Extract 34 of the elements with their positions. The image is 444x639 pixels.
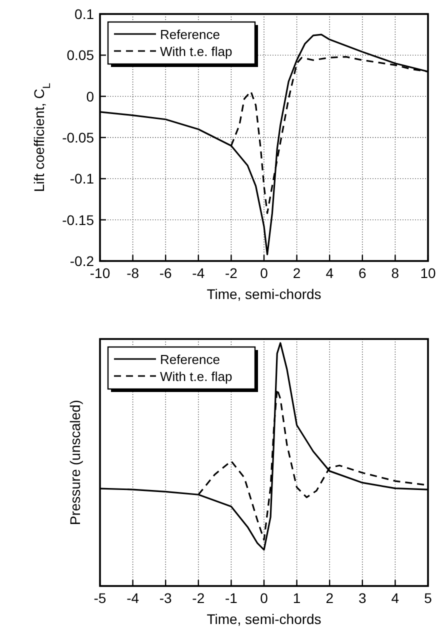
y-tick-label: 0.1: [74, 6, 94, 22]
x-tick-label: 2: [292, 265, 301, 281]
x-tick-label: 3: [358, 590, 366, 606]
x-tick-label: 0: [260, 590, 268, 606]
x-tick-label: -4: [192, 265, 205, 281]
legend-label: Reference: [160, 27, 220, 42]
x-axis-title: Time, semi-chords: [206, 611, 322, 627]
x-tick-label: -5: [94, 590, 106, 606]
legend-label: With t.e. flap: [160, 369, 232, 384]
legend-label: Reference: [160, 352, 220, 367]
y-axis-title: Pressure (unscaled): [67, 400, 83, 526]
x-tick-label: 1: [292, 590, 301, 606]
x-tick-label: 0: [260, 265, 268, 281]
x-tick-label: 4: [391, 590, 400, 606]
x-tick-label: -6: [159, 265, 172, 281]
x-tick-label: 2: [326, 590, 334, 606]
x-axis-title: Time, semi-chords: [206, 286, 322, 302]
x-tick-label: -2: [192, 590, 205, 606]
x-tick-label: -4: [126, 590, 140, 606]
y-tick-label: 0.05: [66, 47, 94, 64]
x-tick-label: -3: [159, 590, 172, 606]
x-tick-label: 5: [424, 590, 432, 606]
y-tick-label: -0.1: [70, 170, 94, 187]
x-tick-label: 4: [326, 265, 334, 281]
x-tick-label: 10: [420, 265, 436, 281]
y-tick-label: -0.05: [62, 130, 94, 146]
y-tick-label: 0: [86, 88, 94, 104]
x-tick-label: 8: [391, 265, 400, 281]
x-tick-label: -1: [224, 590, 238, 606]
y-tick-label: -0.15: [62, 212, 94, 228]
legend-label: With t.e. flap: [160, 44, 232, 59]
x-tick-label: -8: [126, 265, 140, 281]
x-tick-label: -2: [224, 265, 238, 281]
x-tick-label: 6: [358, 265, 366, 281]
